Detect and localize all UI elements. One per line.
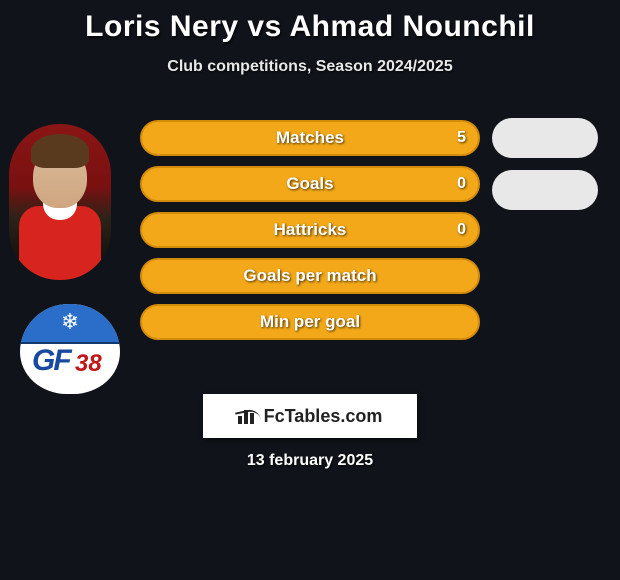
date-text: 13 february 2025 [0, 452, 620, 470]
stats-bars: Matches5Goals0Hattricks0Goals per matchM… [140, 120, 480, 350]
snowflake-icon: ❄ [50, 310, 90, 334]
club-badge: ❄ GF 38 [20, 304, 120, 394]
stat-label: Hattricks [142, 220, 478, 240]
stat-label: Goals [142, 174, 478, 194]
side-oval [492, 118, 598, 158]
brand-box: FcTables.com [203, 394, 417, 438]
stat-label: Goals per match [142, 266, 478, 286]
badge-initials: GF [32, 344, 70, 378]
side-ovals [492, 118, 598, 378]
stat-value: 5 [457, 129, 466, 147]
stat-label: Matches [142, 128, 478, 148]
badge-number: 38 [75, 350, 102, 378]
stat-bar: Goals0 [140, 166, 480, 202]
stat-bar: Min per goal [140, 304, 480, 340]
subtitle: Club competitions, Season 2024/2025 [0, 58, 620, 76]
stat-bar: Goals per match [140, 258, 480, 294]
brand-text: FcTables.com [264, 406, 383, 427]
page-title: Loris Nery vs Ahmad Nounchil [0, 0, 620, 44]
side-oval [492, 170, 598, 210]
stat-value: 0 [457, 221, 466, 239]
stat-bar: Matches5 [140, 120, 480, 156]
player-photo [9, 124, 111, 280]
stat-value: 0 [457, 175, 466, 193]
chart-icon [238, 408, 258, 424]
stat-bar: Hattricks0 [140, 212, 480, 248]
stat-label: Min per goal [142, 312, 478, 332]
